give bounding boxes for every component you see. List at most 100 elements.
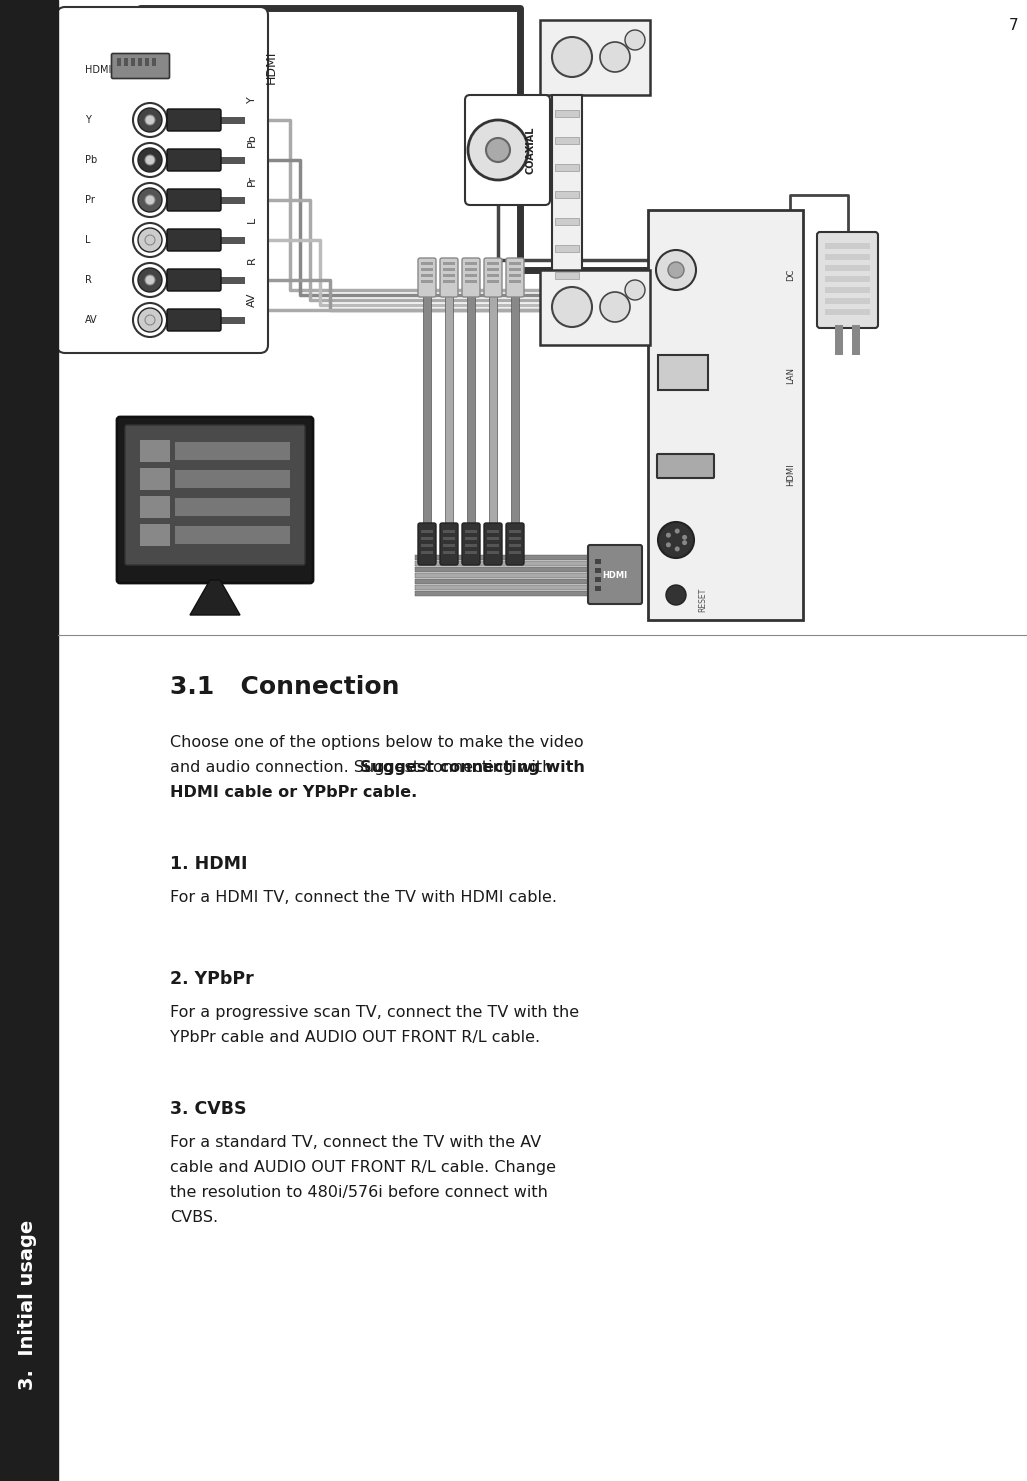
Bar — [487, 530, 499, 533]
FancyBboxPatch shape — [167, 150, 221, 170]
Bar — [509, 530, 521, 533]
FancyBboxPatch shape — [462, 258, 480, 298]
Text: YPbPr cable and AUDIO OUT FRONT R/L cable.: YPbPr cable and AUDIO OUT FRONT R/L cabl… — [170, 1029, 540, 1046]
FancyBboxPatch shape — [418, 523, 436, 564]
Bar — [595, 558, 601, 564]
Bar — [487, 544, 499, 546]
Bar — [509, 544, 521, 546]
Text: DC: DC — [787, 270, 796, 281]
Circle shape — [145, 195, 155, 204]
Bar — [465, 274, 477, 277]
Bar — [465, 530, 477, 533]
Circle shape — [145, 235, 155, 244]
Bar — [465, 544, 477, 546]
Bar — [421, 530, 433, 533]
Bar — [465, 280, 477, 283]
Bar — [595, 569, 601, 573]
Circle shape — [656, 250, 696, 290]
Text: 3.  Initial usage: 3. Initial usage — [18, 1220, 38, 1391]
Bar — [443, 530, 455, 533]
Bar — [648, 210, 803, 621]
Bar — [551, 95, 582, 310]
FancyBboxPatch shape — [506, 258, 524, 298]
Bar — [852, 324, 860, 355]
Bar — [140, 496, 170, 518]
Circle shape — [138, 148, 162, 172]
FancyBboxPatch shape — [465, 95, 550, 204]
Bar — [220, 157, 245, 164]
Text: COAXIAL: COAXIAL — [525, 126, 535, 173]
Text: 1. HDMI: 1. HDMI — [170, 855, 248, 872]
Bar — [487, 262, 499, 265]
Text: 7: 7 — [1009, 18, 1018, 33]
Bar — [443, 280, 455, 283]
Bar — [415, 555, 595, 560]
Bar — [138, 58, 142, 67]
Bar — [220, 197, 245, 204]
Bar — [555, 138, 579, 144]
Text: R: R — [85, 275, 91, 284]
Circle shape — [600, 41, 630, 73]
FancyBboxPatch shape — [125, 425, 305, 564]
Circle shape — [145, 275, 155, 284]
Circle shape — [134, 224, 167, 258]
Text: CVBS.: CVBS. — [170, 1210, 218, 1225]
Bar — [220, 277, 245, 284]
Text: 2. YPbPr: 2. YPbPr — [170, 970, 254, 988]
Bar — [0, 0, 58, 1481]
Bar — [421, 551, 433, 554]
Bar — [415, 561, 595, 566]
Bar — [117, 58, 121, 67]
Text: Y: Y — [248, 96, 257, 104]
FancyBboxPatch shape — [167, 270, 221, 290]
Bar — [487, 268, 499, 271]
Bar — [825, 265, 870, 271]
Bar — [555, 244, 579, 252]
Bar — [467, 290, 476, 530]
Text: RESET: RESET — [698, 588, 707, 612]
Bar — [825, 255, 870, 261]
Bar — [421, 544, 433, 546]
Circle shape — [682, 541, 687, 545]
Circle shape — [134, 264, 167, 298]
Bar — [145, 58, 149, 67]
Text: HDMI: HDMI — [265, 50, 278, 84]
Text: and audio connection. Suggest connecting with: and audio connection. Suggest connecting… — [170, 760, 553, 775]
Bar — [825, 298, 870, 304]
Text: Pr: Pr — [248, 175, 257, 185]
Bar — [421, 274, 433, 277]
Circle shape — [625, 280, 645, 301]
FancyBboxPatch shape — [117, 418, 313, 584]
Bar — [487, 280, 499, 283]
Text: For a standard TV, connect the TV with the AV: For a standard TV, connect the TV with t… — [170, 1134, 541, 1151]
Bar — [140, 524, 170, 546]
Circle shape — [675, 529, 680, 533]
Text: Choose one of the options below to make the video: Choose one of the options below to make … — [170, 735, 583, 749]
Bar — [443, 551, 455, 554]
Circle shape — [486, 138, 510, 161]
FancyBboxPatch shape — [484, 523, 502, 564]
Circle shape — [665, 542, 671, 548]
Bar — [152, 58, 156, 67]
Bar — [555, 218, 579, 225]
Text: AV: AV — [248, 293, 257, 307]
Bar — [443, 274, 455, 277]
Circle shape — [138, 308, 162, 332]
Text: For a HDMI TV, connect the TV with HDMI cable.: For a HDMI TV, connect the TV with HDMI … — [170, 890, 557, 905]
Bar — [487, 538, 499, 541]
Bar — [465, 551, 477, 554]
Circle shape — [468, 120, 528, 181]
Bar — [509, 538, 521, 541]
Bar — [421, 262, 433, 265]
FancyBboxPatch shape — [58, 7, 268, 352]
Circle shape — [134, 304, 167, 338]
Bar — [465, 538, 477, 541]
Bar — [465, 268, 477, 271]
Bar — [443, 268, 455, 271]
FancyBboxPatch shape — [167, 310, 221, 330]
Circle shape — [134, 144, 167, 178]
FancyBboxPatch shape — [658, 355, 708, 390]
Bar — [175, 469, 290, 489]
Circle shape — [665, 533, 671, 538]
FancyBboxPatch shape — [167, 190, 221, 210]
